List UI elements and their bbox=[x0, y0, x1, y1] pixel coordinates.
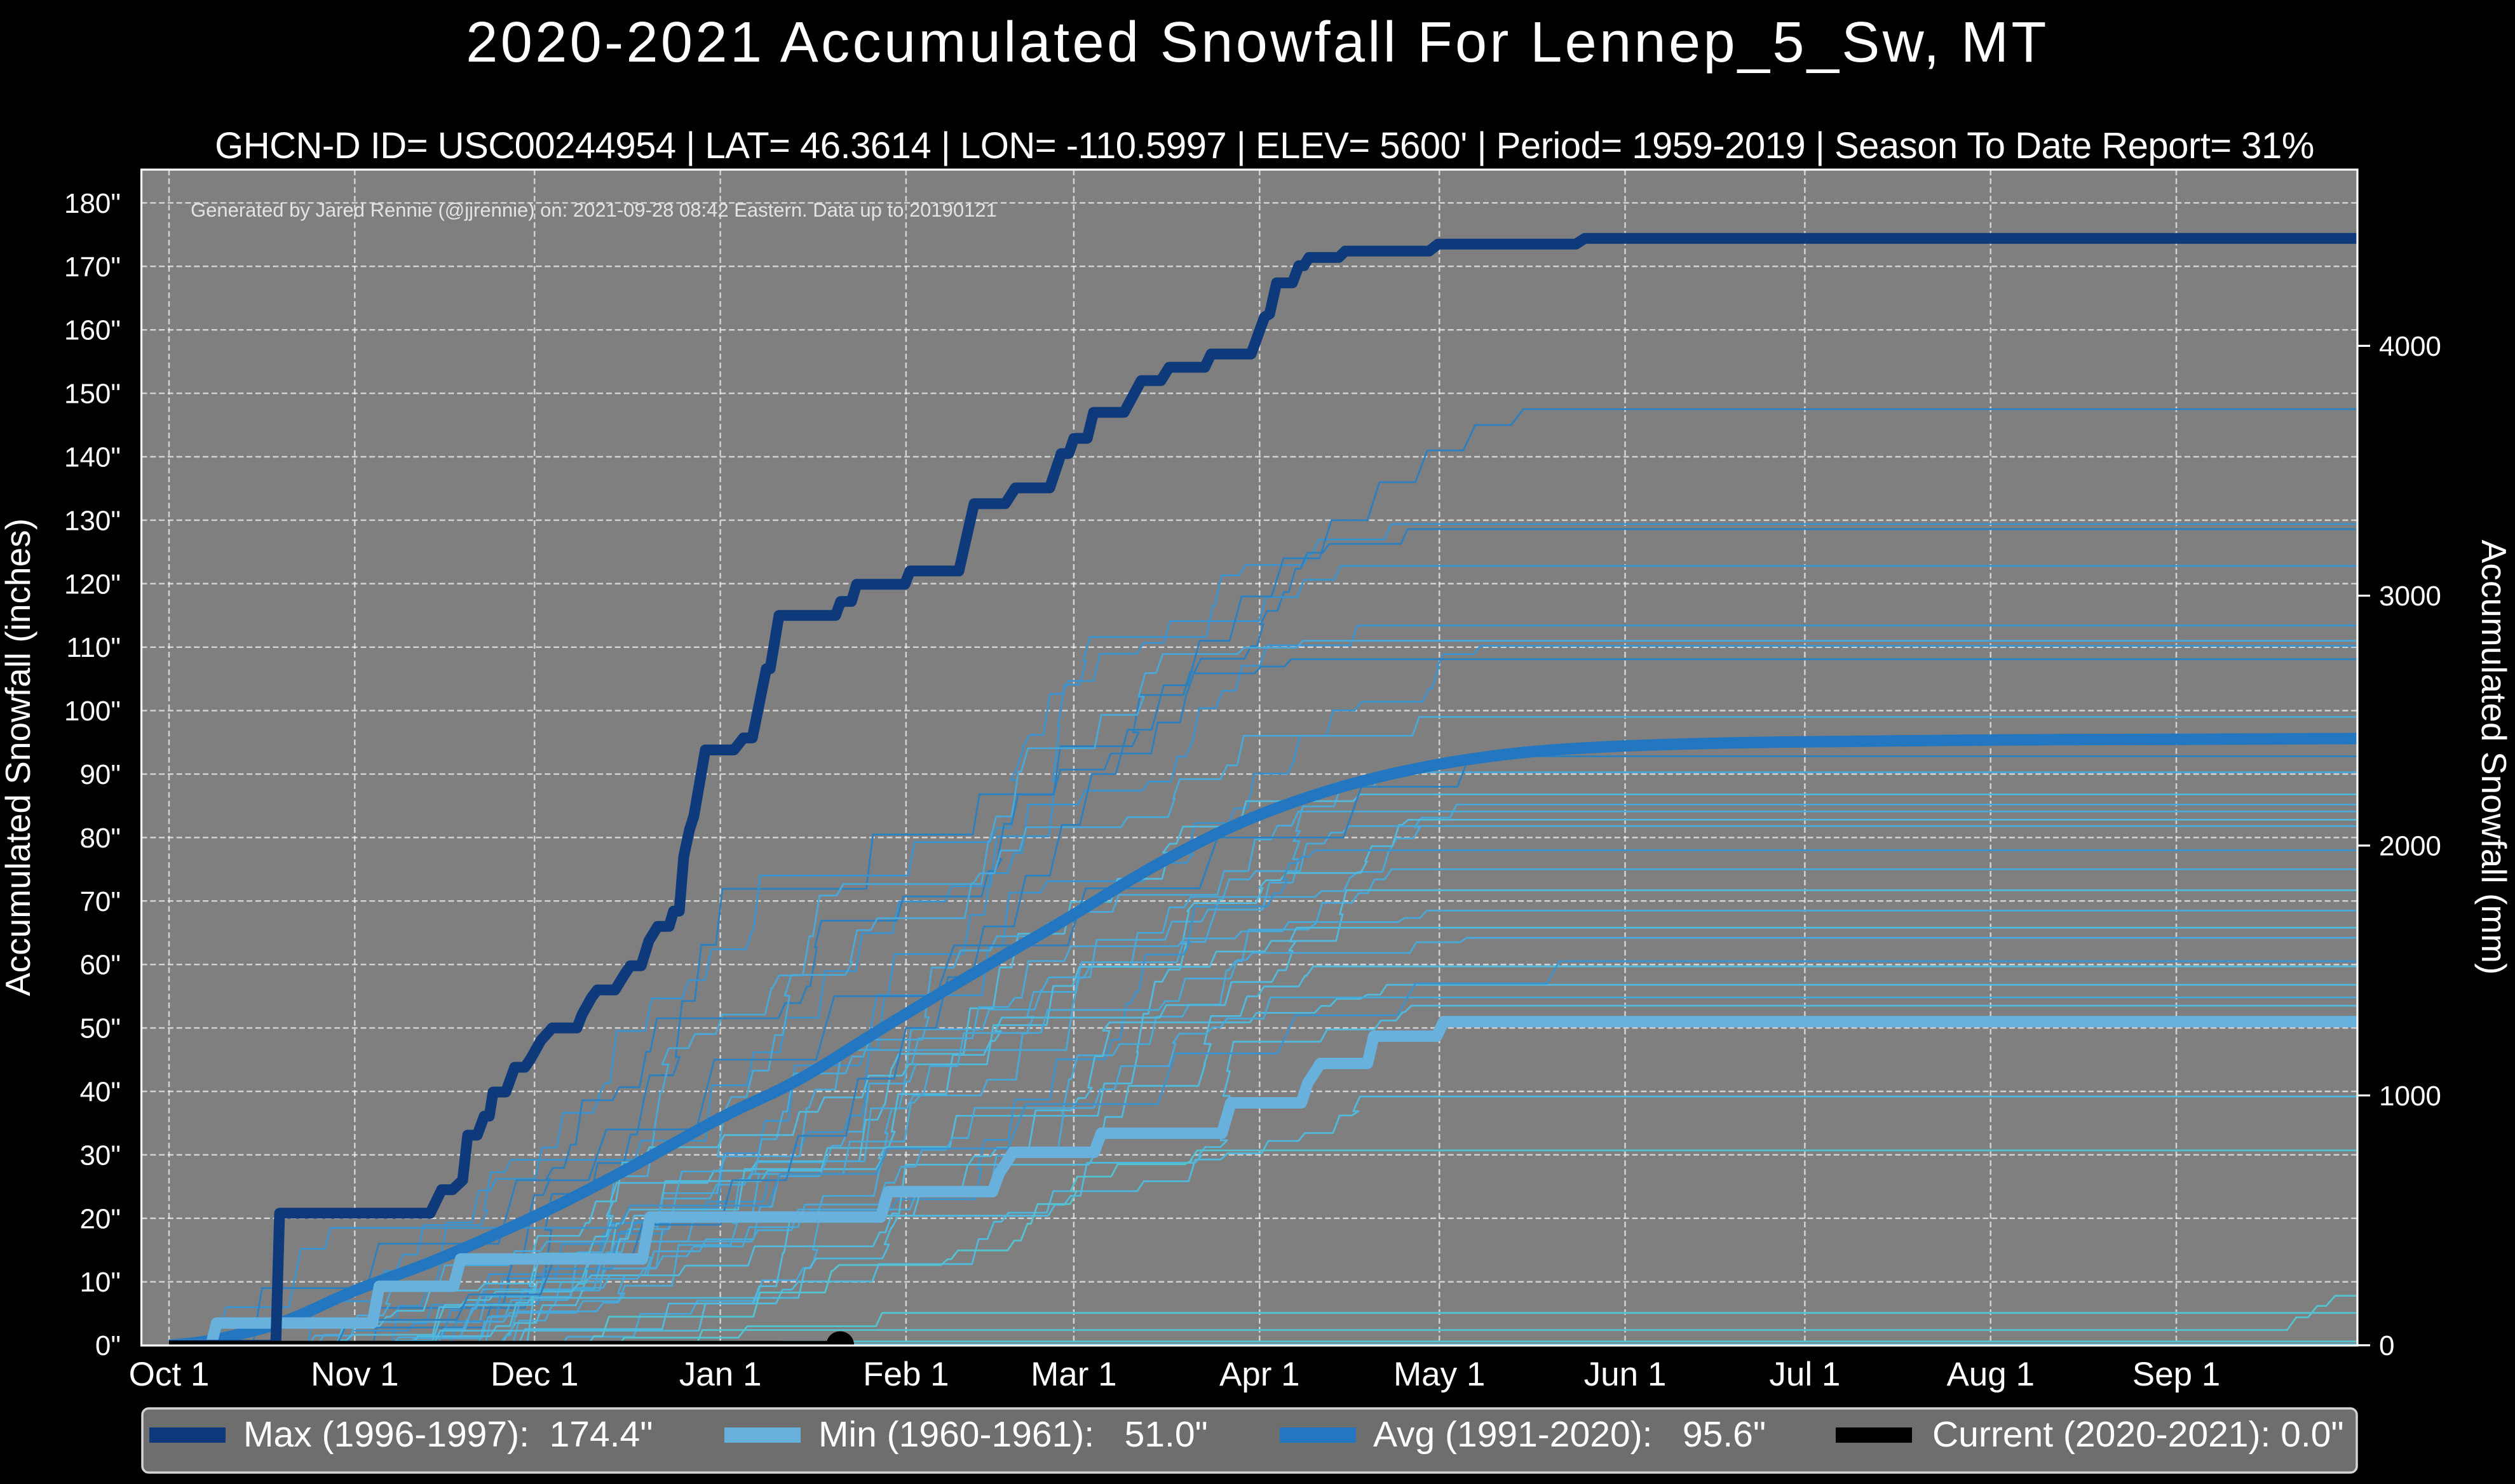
svg-text:20": 20" bbox=[79, 1203, 121, 1234]
svg-text:160": 160" bbox=[64, 315, 121, 346]
svg-text:Generated by Jared Rennie (@jj: Generated by Jared Rennie (@jjrennie) on… bbox=[191, 199, 997, 221]
svg-text:3000: 3000 bbox=[2379, 581, 2441, 612]
svg-text:120": 120" bbox=[64, 569, 121, 600]
svg-text:Jun 1: Jun 1 bbox=[1584, 1356, 1667, 1393]
svg-text:140": 140" bbox=[64, 442, 121, 473]
svg-text:GHCN-D ID= USC00244954 | LAT=: GHCN-D ID= USC00244954 | LAT= 46.3614 | … bbox=[215, 125, 2314, 166]
svg-text:0: 0 bbox=[2379, 1330, 2394, 1361]
svg-text:Aug 1: Aug 1 bbox=[1946, 1356, 2035, 1393]
svg-text:Sep 1: Sep 1 bbox=[2132, 1356, 2221, 1393]
svg-text:90": 90" bbox=[79, 759, 121, 790]
svg-text:150": 150" bbox=[64, 379, 121, 410]
svg-text:170": 170" bbox=[64, 252, 121, 283]
svg-text:Nov 1: Nov 1 bbox=[311, 1356, 398, 1393]
svg-text:180": 180" bbox=[64, 188, 121, 219]
svg-text:Apr 1: Apr 1 bbox=[1219, 1356, 1300, 1393]
svg-text:130": 130" bbox=[64, 505, 121, 536]
svg-text:Current (2020-2021): 0.0": Current (2020-2021): 0.0" bbox=[1932, 1414, 2344, 1455]
svg-text:Accumulated Snowfall (inches): Accumulated Snowfall (inches) bbox=[0, 518, 37, 996]
svg-text:1000: 1000 bbox=[2379, 1081, 2441, 1112]
svg-text:Feb 1: Feb 1 bbox=[863, 1356, 949, 1393]
svg-text:Max (1996-1997): 174.4": Max (1996-1997): 174.4" bbox=[243, 1414, 653, 1455]
svg-text:Jul 1: Jul 1 bbox=[1769, 1356, 1840, 1393]
svg-text:30": 30" bbox=[79, 1140, 121, 1171]
svg-text:60": 60" bbox=[79, 950, 121, 981]
svg-text:50": 50" bbox=[79, 1013, 121, 1044]
svg-text:2020-2021 Accumulated Snowfall: 2020-2021 Accumulated Snowfall For Lenne… bbox=[466, 11, 2049, 74]
svg-text:4000: 4000 bbox=[2379, 331, 2441, 362]
svg-text:Mar 1: Mar 1 bbox=[1031, 1356, 1116, 1393]
svg-text:Min (1960-1961): 51.0": Min (1960-1961): 51.0" bbox=[818, 1414, 1208, 1455]
svg-text:2000: 2000 bbox=[2379, 831, 2441, 862]
svg-text:0": 0" bbox=[95, 1330, 121, 1361]
svg-text:May 1: May 1 bbox=[1393, 1356, 1485, 1393]
svg-text:100": 100" bbox=[64, 696, 121, 727]
svg-text:70": 70" bbox=[79, 886, 121, 917]
svg-text:Accumulated Snowfall (mm): Accumulated Snowfall (mm) bbox=[2474, 540, 2514, 975]
svg-text:40": 40" bbox=[79, 1077, 121, 1108]
svg-text:Dec 1: Dec 1 bbox=[491, 1356, 578, 1393]
svg-text:Oct 1: Oct 1 bbox=[129, 1356, 210, 1393]
svg-text:Avg (1991-2020): 95.6": Avg (1991-2020): 95.6" bbox=[1373, 1414, 1766, 1455]
svg-text:Jan 1: Jan 1 bbox=[679, 1356, 762, 1393]
svg-text:80": 80" bbox=[79, 823, 121, 854]
svg-text:10": 10" bbox=[79, 1267, 121, 1298]
svg-text:110": 110" bbox=[66, 632, 121, 663]
